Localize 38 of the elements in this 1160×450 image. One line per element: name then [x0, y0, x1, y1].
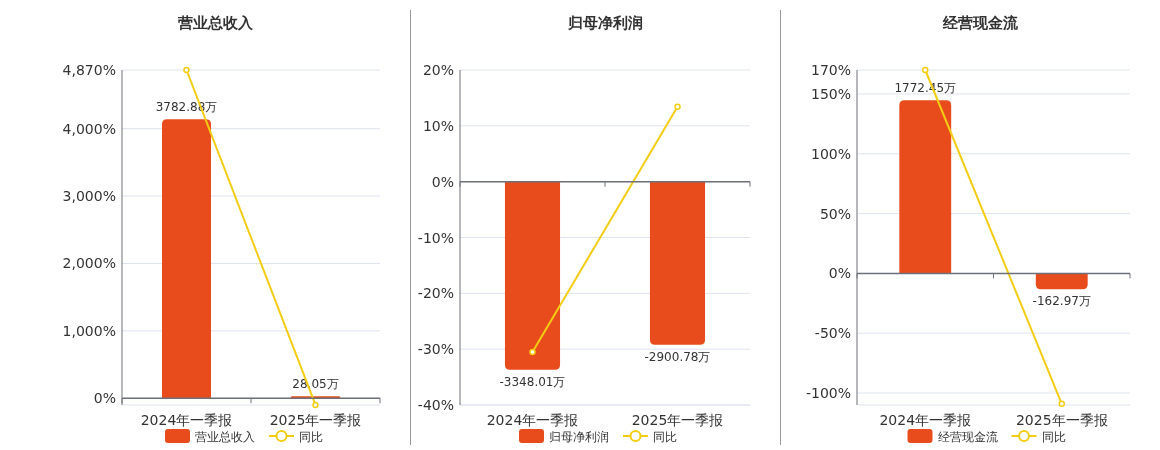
x-tick-label: 2024年一季报 — [879, 412, 972, 428]
y-tick-label: -30% — [417, 341, 454, 358]
legend-label: 同比 — [1041, 430, 1066, 444]
y-tick-label: 0% — [828, 265, 851, 282]
y-tick-label: -20% — [417, 285, 454, 302]
legend-label: 同比 — [653, 430, 677, 444]
chart-title: 归母净利润 — [566, 14, 643, 32]
data-label: -2900.78万 — [644, 349, 711, 364]
legend-label: 归母净利润 — [549, 430, 609, 444]
y-tick-label: 50% — [819, 205, 851, 222]
y-tick-label: 4,870% — [62, 62, 116, 78]
legend-label: 经营现金流 — [937, 430, 998, 444]
y-tick-label: 2,000% — [62, 255, 116, 272]
y-tick-label: 20% — [422, 62, 454, 78]
legend-label: 同比 — [299, 430, 323, 444]
y-tick-label: 150% — [810, 85, 851, 102]
y-tick-label: 3,000% — [62, 188, 116, 205]
y-tick-label: 1,000% — [62, 322, 116, 339]
y-tick-label: 10% — [422, 117, 454, 134]
y-tick-label: -40% — [417, 397, 454, 413]
y-tick-label: -100% — [805, 385, 851, 402]
data-label: -162.97万 — [1032, 294, 1091, 309]
y-tick-label: 0% — [93, 390, 116, 407]
y-tick-label: 170% — [810, 62, 851, 78]
y-tick-label: 100% — [810, 145, 851, 162]
x-tick-label: 2024年一季报 — [140, 412, 233, 428]
chart-title: 经营现金流 — [941, 14, 1019, 32]
x-tick-label: 2025年一季报 — [269, 412, 362, 428]
y-tick-label: 0% — [431, 173, 454, 190]
y-tick-label: 4,000% — [62, 120, 116, 137]
x-tick-label: 2025年一季报 — [631, 412, 724, 428]
y-tick-label: -10% — [417, 229, 454, 246]
legend-label: 营业总收入 — [195, 430, 255, 444]
y-tick-label: -50% — [814, 325, 851, 342]
chart-title: 营业总收入 — [176, 14, 254, 32]
data-label: -3348.01万 — [499, 374, 566, 389]
x-tick-label: 2025年一季报 — [1015, 412, 1108, 428]
x-tick-label: 2024年一季报 — [486, 412, 579, 428]
